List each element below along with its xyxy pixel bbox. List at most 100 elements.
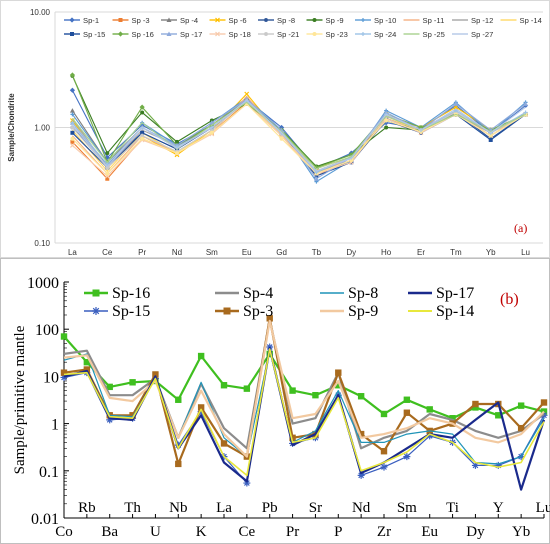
data-point <box>70 112 75 117</box>
data-point <box>494 461 502 469</box>
legend-label: Sp -10 <box>374 16 396 25</box>
legend-label: Sp -9 <box>326 16 344 25</box>
x-tick-label-bottom: Yb <box>512 524 530 540</box>
data-point <box>540 399 548 406</box>
series-line <box>63 318 545 450</box>
x-tick-label-top: Y <box>493 500 504 516</box>
legend-marker <box>215 31 220 37</box>
data-point <box>140 110 145 115</box>
x-tick-label-bottom: K <box>196 524 207 540</box>
data-point <box>69 87 76 93</box>
legend-label: Sp -8 <box>277 16 295 25</box>
data-point <box>83 358 91 366</box>
data-point <box>243 385 251 392</box>
legend-marker <box>70 32 74 36</box>
y-axis-title: Sample/primitive mantle <box>12 325 28 474</box>
x-tick-label-top: Th <box>124 500 141 516</box>
legend-label: Sp -23 <box>326 30 348 39</box>
data-point <box>83 366 91 373</box>
x-tick-label-bottom: Eu <box>421 524 438 540</box>
legend-marker <box>118 18 123 22</box>
data-point <box>279 136 284 141</box>
data-point <box>384 118 389 123</box>
legend-label: Sp-8 <box>348 285 378 302</box>
data-point <box>403 453 411 461</box>
x-tick-label: Pr <box>138 248 146 257</box>
data-point <box>488 137 493 142</box>
data-point <box>384 125 389 130</box>
x-tick-label: Tb <box>312 248 322 257</box>
y-tick-label: 1.00 <box>34 124 50 133</box>
panel-label: (a) <box>514 221 527 235</box>
x-tick-label-bottom: Pr <box>286 524 299 540</box>
data-point <box>197 352 205 360</box>
data-point <box>453 101 459 106</box>
y-tick-label: 0.01 <box>31 511 59 528</box>
y-tick-label: 100 <box>35 322 59 339</box>
data-point <box>105 176 110 181</box>
x-tick-label: Gd <box>276 248 287 257</box>
data-point <box>197 404 205 411</box>
data-point <box>140 136 145 141</box>
data-point <box>105 165 110 170</box>
data-point <box>140 130 145 135</box>
chart-a: 0.10 1.00 10.00 Sample/Chondrite La Ce Pr Nd Sm E… <box>0 0 550 258</box>
data-point <box>357 393 365 400</box>
x-tick-label: Nd <box>172 248 182 257</box>
x-tick-label-top: Pb <box>262 500 278 516</box>
data-point <box>488 133 493 138</box>
data-point <box>129 379 136 386</box>
data-point <box>523 110 528 115</box>
x-tick-label: Tm <box>450 248 462 257</box>
legend-marker <box>223 307 231 315</box>
legend-label: Sp-16 <box>112 285 150 302</box>
data-point <box>357 471 365 479</box>
y-tick-label: 1 <box>51 417 59 434</box>
data-point <box>289 434 296 442</box>
data-point <box>472 404 479 411</box>
data-point <box>426 406 433 413</box>
legend-marker <box>92 289 100 297</box>
legend-marker <box>264 18 268 22</box>
legend-marker <box>166 17 172 22</box>
data-point <box>70 142 75 148</box>
data-point <box>106 416 114 424</box>
data-point <box>197 408 205 416</box>
data-point <box>471 461 479 469</box>
data-point <box>175 151 179 156</box>
x-tick-label-top: Nd <box>352 500 371 516</box>
y-axis-title: Sample/Chondrite <box>7 93 16 162</box>
x-tick-label-top: Ti <box>446 500 459 516</box>
x-tick-label-top: Sr <box>309 500 322 516</box>
data-point <box>335 382 342 389</box>
series-line <box>63 319 545 458</box>
data-point <box>357 430 365 438</box>
chart-b: 0.01 0.1 1 10 100 1000 Sample/primitive mantle… <box>0 258 550 544</box>
x-tick-label-top: Lu <box>536 500 550 516</box>
x-tick-label: Er <box>417 248 425 257</box>
data-point <box>69 72 76 78</box>
data-point <box>69 108 75 113</box>
x-tick-label-top: Nb <box>169 500 187 516</box>
legend-marker <box>166 31 172 36</box>
x-tick-label-bottom: Dy <box>466 524 485 540</box>
data-point <box>289 387 296 394</box>
x-tick-label-bottom: Ba <box>101 524 118 540</box>
x-tick-label-bottom: Co <box>55 524 73 540</box>
legend-marker <box>264 32 268 36</box>
data-point <box>152 371 159 378</box>
data-point <box>540 408 548 415</box>
data-point <box>403 409 411 416</box>
data-point <box>175 139 179 144</box>
data-point <box>380 410 388 418</box>
data-point <box>60 373 68 381</box>
legend-marker <box>215 17 220 23</box>
data-point <box>70 125 75 130</box>
legend-label: Sp -21 <box>277 30 299 39</box>
data-point <box>380 448 388 455</box>
data-point <box>175 460 182 468</box>
data-point <box>383 120 389 126</box>
panel-label: (b) <box>500 291 519 308</box>
data-point <box>209 128 214 133</box>
data-point <box>313 176 319 181</box>
